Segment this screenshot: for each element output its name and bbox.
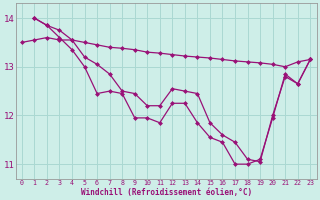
X-axis label: Windchill (Refroidissement éolien,°C): Windchill (Refroidissement éolien,°C) [81,188,252,197]
